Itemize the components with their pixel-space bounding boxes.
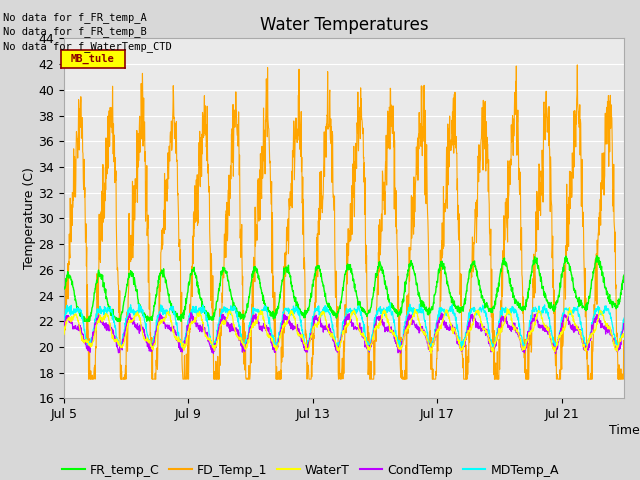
Legend: FR_temp_C, FD_Temp_1, WaterT, CondTemp, MDTemp_A: FR_temp_C, FD_Temp_1, WaterT, CondTemp, … [57, 459, 564, 480]
Text: No data for f_FR_temp_B: No data for f_FR_temp_B [3, 26, 147, 37]
Text: No data for f_WaterTemp_CTD: No data for f_WaterTemp_CTD [3, 41, 172, 52]
Text: MB_tule: MB_tule [71, 54, 115, 64]
Title: Water Temperatures: Water Temperatures [260, 16, 428, 34]
X-axis label: Time: Time [609, 423, 639, 437]
Text: No data for f_FR_temp_A: No data for f_FR_temp_A [3, 12, 147, 23]
Y-axis label: Temperature (C): Temperature (C) [22, 168, 36, 269]
